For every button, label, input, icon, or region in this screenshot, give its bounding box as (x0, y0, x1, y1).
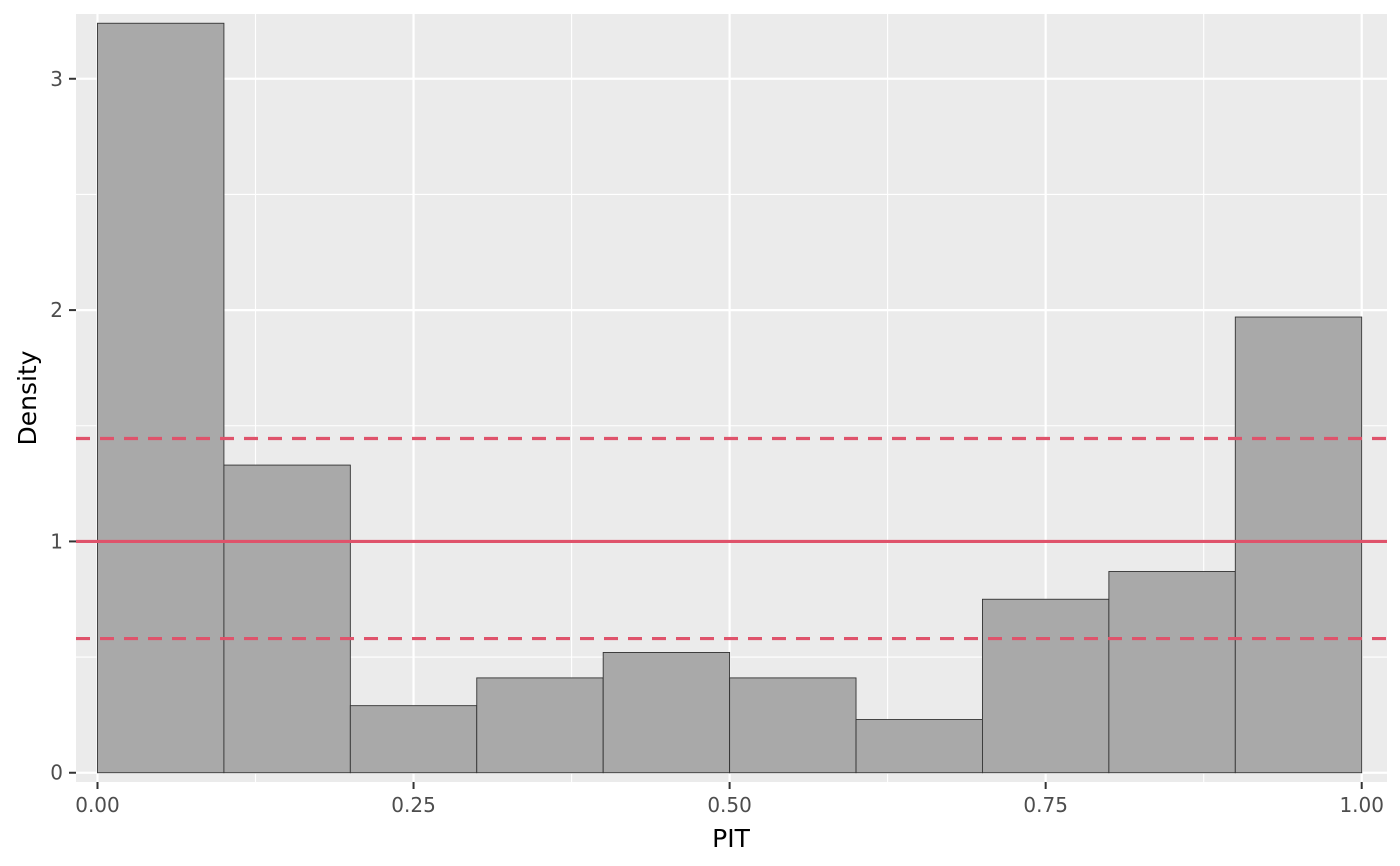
x-tick-label: 0.50 (707, 793, 752, 817)
y-axis: 0 1 2 3 (50, 67, 76, 785)
histogram-bar (476, 677, 604, 774)
x-tick-label: 0.75 (1023, 793, 1068, 817)
histogram-bar (981, 598, 1110, 774)
histogram-bar (602, 652, 731, 774)
grid-minor-lines (76, 14, 1387, 782)
y-tick-label: 1 (50, 529, 63, 553)
y-tick-label: 0 (50, 761, 63, 785)
histogram-bar (729, 677, 857, 774)
histogram-bar (349, 705, 478, 774)
x-tick-label: 0.00 (75, 793, 120, 817)
histogram-bars (97, 22, 1363, 774)
x-axis: 0.00 0.25 0.50 0.75 1.00 (75, 782, 1384, 817)
x-tick-label: 0.25 (391, 793, 436, 817)
reference-lines (76, 436, 1387, 641)
x-axis-title: PIT (712, 824, 750, 853)
histogram-bar (1234, 316, 1363, 774)
y-tick-label: 3 (50, 67, 63, 91)
y-tick-label: 2 (50, 298, 63, 322)
histogram-bar (223, 464, 351, 774)
histogram-bar (855, 719, 983, 774)
x-tick-label: 1.00 (1339, 793, 1384, 817)
y-axis-title: Density (13, 350, 42, 445)
histogram-bar (97, 22, 225, 774)
histogram-bar (1108, 571, 1236, 774)
